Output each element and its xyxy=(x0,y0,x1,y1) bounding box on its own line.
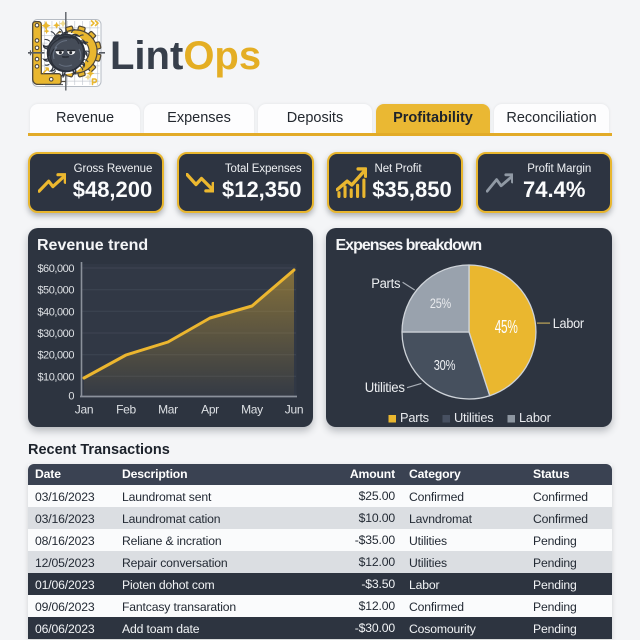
svg-text:Labor: Labor xyxy=(519,410,552,425)
svg-text:25%: 25% xyxy=(430,295,451,311)
svg-text:Utilities: Utilities xyxy=(454,410,493,425)
svg-text:$40,000: $40,000 xyxy=(37,306,74,318)
svg-text:$60,000: $60,000 xyxy=(37,263,74,275)
svg-text:Jan: Jan xyxy=(75,403,93,417)
svg-text:Jun: Jun xyxy=(285,403,303,417)
svg-text:$20,000: $20,000 xyxy=(37,350,74,362)
svg-text:May: May xyxy=(241,403,263,417)
svg-text:Parts: Parts xyxy=(400,410,429,425)
svg-text:30%: 30% xyxy=(434,358,456,374)
svg-text:$50,000: $50,000 xyxy=(37,285,74,297)
svg-text:Feb: Feb xyxy=(116,403,136,417)
svg-text:Labor: Labor xyxy=(553,315,585,331)
svg-text:$10,000: $10,000 xyxy=(37,371,74,383)
svg-text:Mar: Mar xyxy=(158,403,178,417)
svg-text:Utilities: Utilities xyxy=(365,379,405,395)
svg-text:0: 0 xyxy=(68,391,74,403)
svg-text:Parts: Parts xyxy=(371,276,401,291)
svg-text:45%: 45% xyxy=(495,317,518,337)
svg-text:Apr: Apr xyxy=(201,403,219,417)
svg-text:$30,000: $30,000 xyxy=(37,328,74,340)
